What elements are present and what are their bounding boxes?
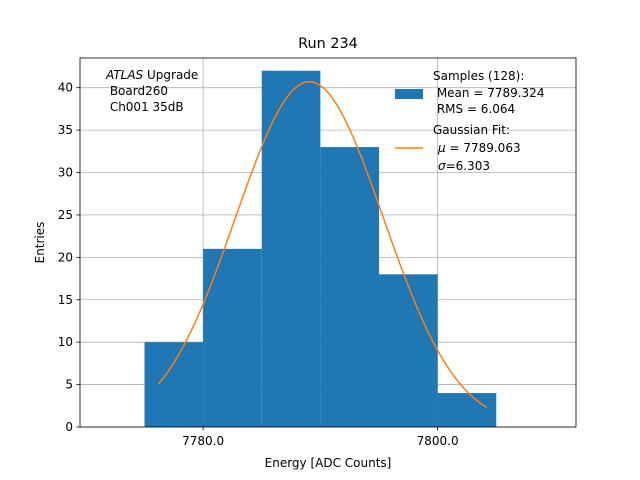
y-tick-label-2: 10 bbox=[58, 335, 73, 349]
histogram-bar-5 bbox=[437, 393, 497, 427]
y-tick-label-4: 20 bbox=[58, 250, 73, 264]
legend-hist-line-2: Mean = 7789.324 bbox=[433, 86, 544, 100]
legend-fit-line-2: μ = 7789.063 bbox=[437, 141, 521, 155]
legend-hist-line-3: RMS = 6.064 bbox=[433, 102, 515, 116]
y-tick-label-5: 25 bbox=[58, 208, 73, 222]
y-tick-label-1: 5 bbox=[65, 378, 73, 392]
legend: Samples (128): Mean = 7789.324 RMS = 6.0… bbox=[395, 69, 544, 173]
histogram-bar-3 bbox=[320, 147, 380, 427]
axes-frame bbox=[79, 57, 577, 428]
legend-mu-value: = 7789.063 bbox=[446, 141, 521, 155]
gaussian-fit-line bbox=[157, 81, 488, 409]
x-tick-label-0: 7780.0 bbox=[182, 434, 224, 448]
y-tick-label-8: 40 bbox=[58, 81, 73, 95]
y-tick-label-7: 35 bbox=[58, 123, 73, 137]
annotation-atlas: ATLAS bbox=[105, 68, 144, 82]
annotation-upgrade: Upgrade bbox=[143, 68, 198, 82]
annotation-line-3: Ch001 35dB bbox=[106, 100, 184, 114]
histogram-bars bbox=[144, 70, 497, 428]
y-tick-label-0: 0 bbox=[65, 420, 73, 434]
legend-sigma-value: =6.303 bbox=[446, 159, 490, 173]
annotation-line-2: Board260 bbox=[106, 84, 168, 98]
legend-histogram-swatch bbox=[395, 89, 423, 99]
annotation-line-1: ATLAS Upgrade bbox=[105, 68, 198, 82]
x-axis-ticks: 7780.0 7800.0 bbox=[182, 427, 459, 448]
legend-mu-symbol: μ bbox=[437, 141, 446, 155]
legend-hist-line-1: Samples (128): bbox=[433, 69, 524, 83]
legend-fit-line-3: σ=6.303 bbox=[438, 159, 490, 173]
y-tick-label-3: 15 bbox=[58, 293, 73, 307]
y-tick-label-6: 30 bbox=[58, 166, 73, 180]
histogram-bar-1 bbox=[203, 248, 262, 427]
legend-sigma-symbol: σ bbox=[438, 159, 446, 173]
chart-title: Run 234 bbox=[298, 36, 358, 52]
histogram-bar-0 bbox=[144, 342, 204, 427]
histogram-bar-4 bbox=[379, 274, 438, 427]
x-tick-label-1: 7800.0 bbox=[417, 434, 459, 448]
y-axis-label: Entries bbox=[33, 222, 47, 264]
atlas-annotation: ATLAS Upgrade Board260 Ch001 35dB bbox=[105, 68, 198, 114]
x-axis-label: Energy [ADC Counts] bbox=[265, 456, 392, 470]
legend-fit-line-1: Gaussian Fit: bbox=[433, 123, 510, 137]
y-axis-ticks: 0 5 10 15 20 25 30 35 40 bbox=[58, 81, 80, 434]
histogram-bar-2 bbox=[261, 70, 321, 428]
